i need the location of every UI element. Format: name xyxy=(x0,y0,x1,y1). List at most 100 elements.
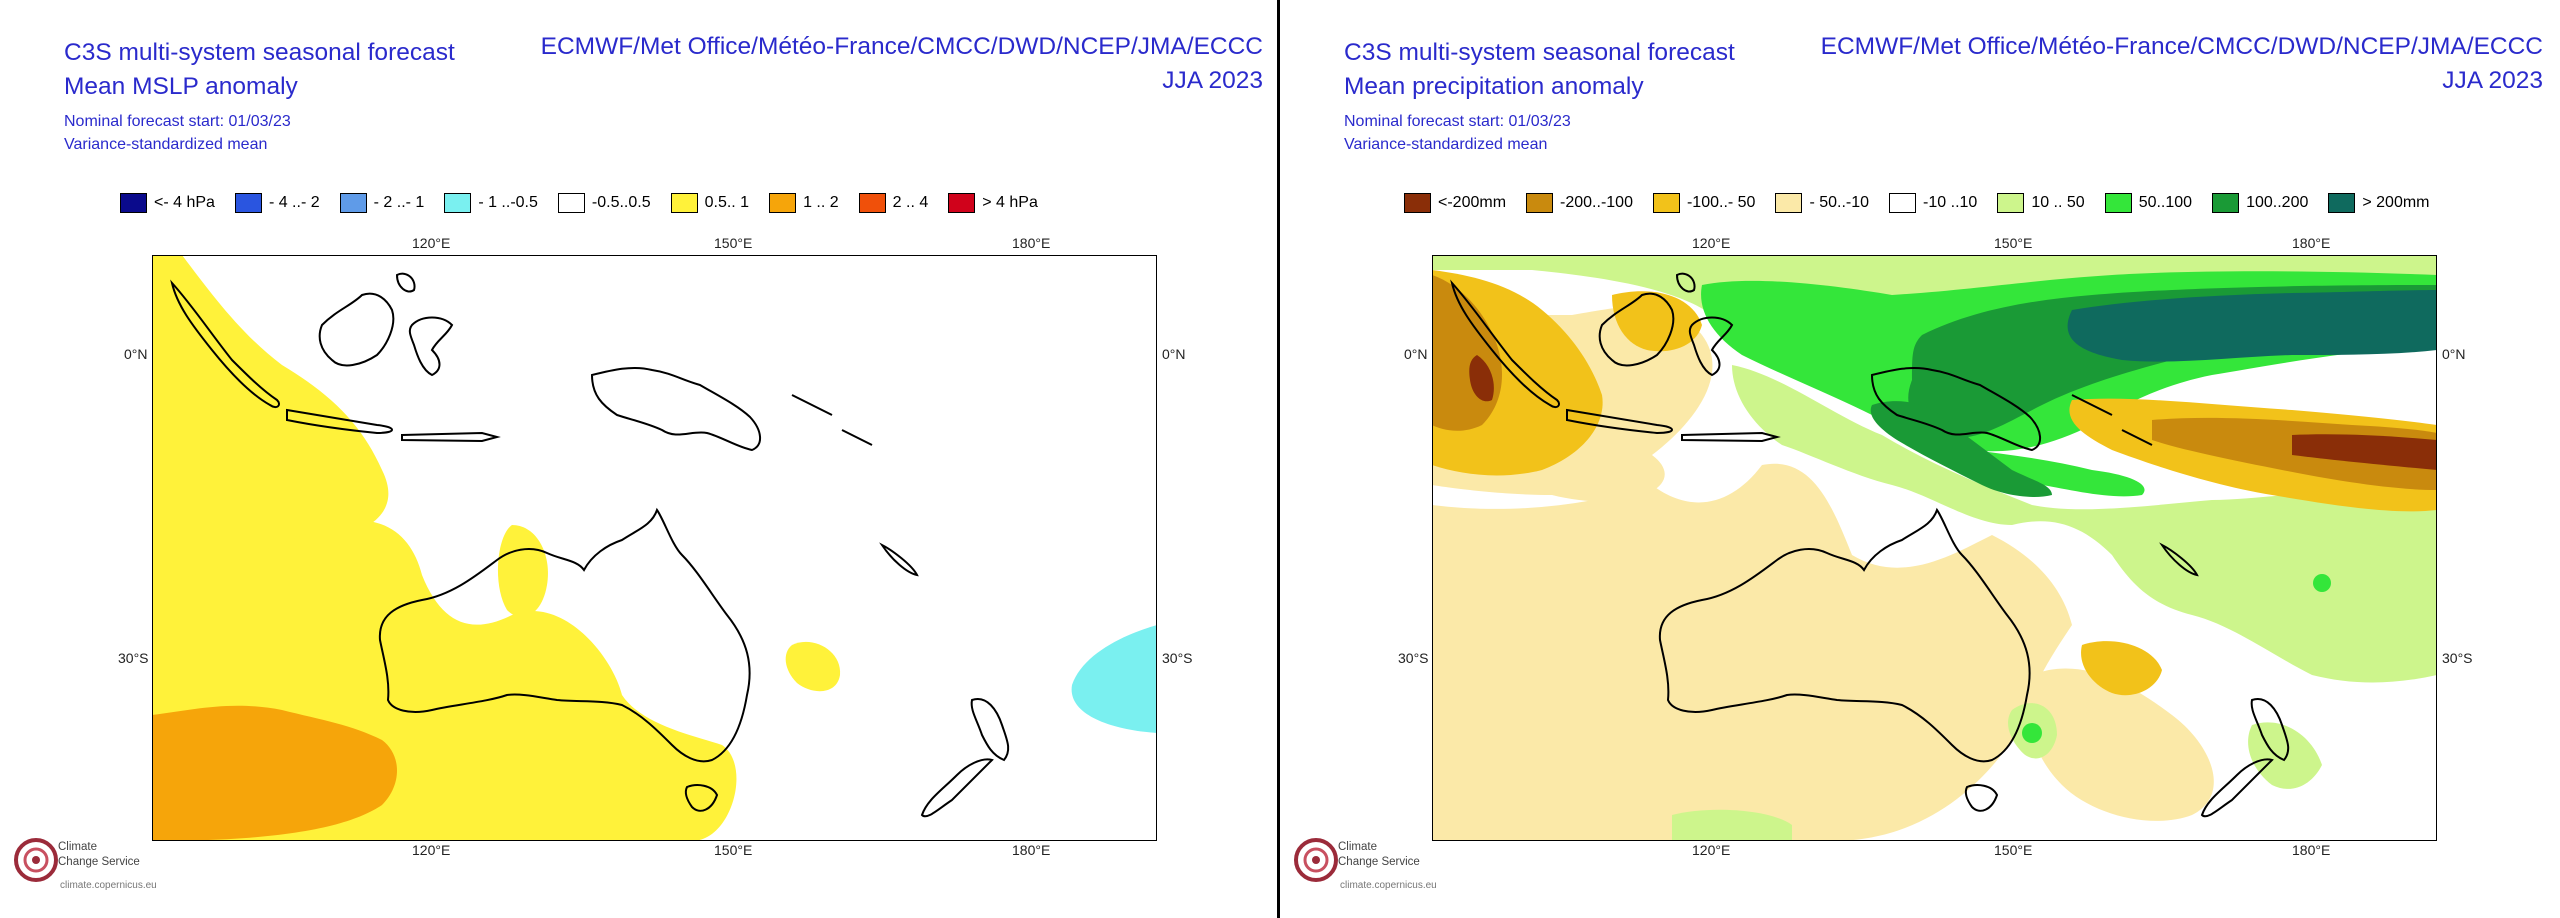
logo-text: Climate Change Service xyxy=(1338,840,1420,870)
coastlines xyxy=(1450,272,2290,818)
legend-label: 0.5.. 1 xyxy=(704,194,750,211)
legend-swatch xyxy=(557,193,585,213)
legend-label: 1 .. 2 xyxy=(803,194,839,211)
legend-swatch xyxy=(2328,193,2356,213)
legend-item: 10 .. 50 xyxy=(1997,193,2085,213)
forecast-method: Variance-standardized mean xyxy=(64,136,268,153)
legend-item: -10 ..10 xyxy=(1889,193,1977,213)
legend-label: 50..100 xyxy=(2138,194,2193,211)
legend-item: <-200mm xyxy=(1404,193,1506,213)
mslp-anomaly-map xyxy=(152,255,1157,841)
legend-swatch xyxy=(1652,193,1680,213)
lon-tick-bottom-150: 150°E xyxy=(1994,842,2033,858)
lon-tick-top-120: 120°E xyxy=(1692,235,1731,251)
forecast-start: Nominal forecast start: 01/03/23 xyxy=(64,113,291,130)
legend-item: 1 .. 2 xyxy=(769,193,839,213)
panel-title: C3S multi-system seasonal forecast Mean … xyxy=(1344,36,1735,104)
legend-swatch xyxy=(1404,193,1431,213)
legend-label: - 50..-10 xyxy=(1809,194,1870,211)
copernicus-logo xyxy=(14,838,58,882)
legend-label: - 2 ..- 1 xyxy=(373,194,425,211)
panel-divider xyxy=(1277,0,1280,918)
legend-label: <-200mm xyxy=(1438,194,1507,211)
legend-item: - 1 ..-0.5 xyxy=(444,193,538,213)
legend-swatch xyxy=(2104,193,2132,213)
panel-title: C3S multi-system seasonal forecast Mean … xyxy=(64,36,455,104)
logo-url: climate.copernicus.eu xyxy=(1340,880,1437,891)
lat-tick-left-0: 0°N xyxy=(124,346,148,362)
legend-item: -100..- 50 xyxy=(1652,193,1756,213)
legend-swatch xyxy=(234,193,262,213)
legend-swatch xyxy=(339,193,367,213)
legend-label: -0.5..0.5 xyxy=(591,194,651,211)
precip-anomaly-map xyxy=(1432,255,2437,841)
legend-label: 10 .. 50 xyxy=(2031,194,2085,211)
lon-tick-top-180: 180°E xyxy=(1012,235,1051,251)
logo-line-1: Climate xyxy=(1338,841,1377,853)
lon-tick-bottom-180: 180°E xyxy=(2292,842,2331,858)
legend-swatch xyxy=(1997,193,2025,213)
anomaly-fill xyxy=(152,255,1157,841)
logo-line-2: Change Service xyxy=(58,856,140,868)
anomaly-fill xyxy=(1432,255,2437,841)
legend-item: 2 .. 4 xyxy=(858,193,929,213)
legend-item: 50..100 xyxy=(2104,193,2193,213)
legend-item: <- 4 hPa xyxy=(120,193,215,213)
copernicus-logo xyxy=(1294,838,1338,882)
legend-swatch xyxy=(1889,193,1917,213)
lat-tick-right-0: 0°N xyxy=(2442,346,2466,362)
lon-tick-top-150: 150°E xyxy=(1994,235,2033,251)
legend-label: <- 4 hPa xyxy=(154,194,215,211)
legend-swatch xyxy=(1526,193,1554,213)
lat-tick-right-30s: 30°S xyxy=(1162,650,1193,666)
forecast-info: Nominal forecast start: 01/03/23 Varianc… xyxy=(1344,110,1571,156)
precip-panel: C3S multi-system seasonal forecast Mean … xyxy=(1280,0,2557,918)
forecast-info: Nominal forecast start: 01/03/23 Varianc… xyxy=(64,110,291,156)
models-text: ECMWF/Met Office/Météo-France/CMCC/DWD/N… xyxy=(1820,33,2543,60)
legend-swatch xyxy=(120,193,147,213)
legend-swatch xyxy=(948,193,976,213)
title-line-1: C3S multi-system seasonal forecast xyxy=(64,39,455,66)
legend-label: > 200mm xyxy=(2362,194,2430,211)
logo-line-2: Change Service xyxy=(1338,856,1420,868)
forecast-method: Variance-standardized mean xyxy=(1344,136,1548,153)
title-line-2: Mean precipitation anomaly xyxy=(1344,73,1644,100)
lon-tick-top-180: 180°E xyxy=(2292,235,2331,251)
legend-label: -200..-100 xyxy=(1560,194,1633,211)
lat-tick-left-30s: 30°S xyxy=(118,650,149,666)
lat-tick-right-0: 0°N xyxy=(1162,346,1186,362)
legend-label: -100..- 50 xyxy=(1686,194,1756,211)
lat-tick-right-30s: 30°S xyxy=(2442,650,2473,666)
models-text: ECMWF/Met Office/Météo-France/CMCC/DWD/N… xyxy=(540,33,1263,60)
legend-swatch xyxy=(1775,193,1803,213)
logo-url: climate.copernicus.eu xyxy=(60,880,157,891)
legend-swatch xyxy=(858,193,886,213)
legend-item: -0.5..0.5 xyxy=(557,193,651,213)
legend-label: -10 ..10 xyxy=(1923,194,1978,211)
legend-swatch xyxy=(444,193,472,213)
season-text: JJA 2023 xyxy=(2442,67,2543,94)
season-text: JJA 2023 xyxy=(1162,67,1263,94)
title-line-2: Mean MSLP anomaly xyxy=(64,73,298,100)
legend-item: > 200mm xyxy=(2328,193,2430,213)
mslp-legend: <- 4 hPa - 4 ..- 2 - 2 ..- 1 - 1 ..-0.5 -0.5… xyxy=(120,190,1058,216)
lon-tick-bottom-180: 180°E xyxy=(1012,842,1051,858)
legend-item: - 4 ..- 2 xyxy=(234,193,320,213)
precip-legend: <-200mm -200..-100 -100..- 50 - 50..-10 -10 … xyxy=(1404,190,2450,216)
models-header: ECMWF/Met Office/Météo-France/CMCC/DWD/N… xyxy=(541,30,1263,98)
legend-item: 0.5.. 1 xyxy=(670,193,750,213)
lon-tick-top-120: 120°E xyxy=(412,235,451,251)
legend-label: 2 .. 4 xyxy=(892,194,929,211)
lat-tick-left-30s: 30°S xyxy=(1398,650,1429,666)
legend-swatch xyxy=(670,193,698,213)
legend-item: 100..200 xyxy=(2212,193,2308,213)
logo-text: Climate Change Service xyxy=(58,840,140,870)
legend-item: > 4 hPa xyxy=(948,193,1038,213)
lon-tick-bottom-150: 150°E xyxy=(714,842,753,858)
lat-tick-left-0: 0°N xyxy=(1404,346,1428,362)
title-line-1: C3S multi-system seasonal forecast xyxy=(1344,39,1735,66)
lon-tick-top-150: 150°E xyxy=(714,235,753,251)
legend-item: -200..-100 xyxy=(1526,193,1633,213)
legend-label: - 4 ..- 2 xyxy=(268,194,320,211)
lon-tick-bottom-120: 120°E xyxy=(412,842,451,858)
